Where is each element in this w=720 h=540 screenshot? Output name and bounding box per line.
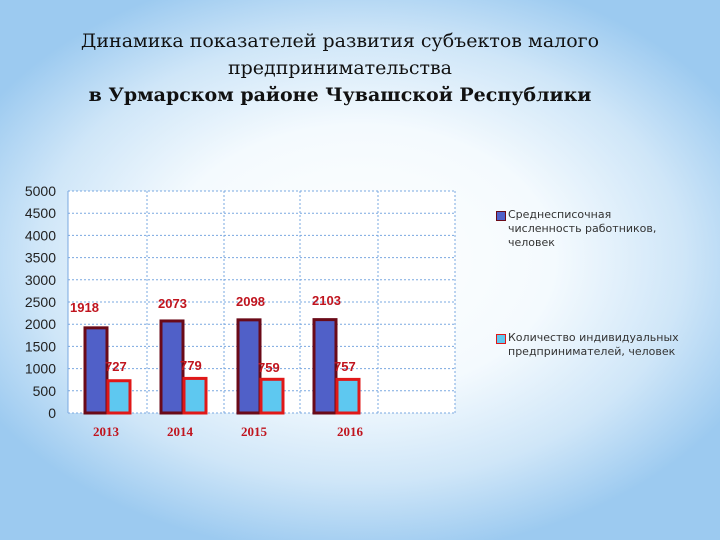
bar-workers (83, 326, 109, 415)
y-tick-label: 3000 (25, 272, 56, 288)
data-label-workers: 2098 (236, 294, 265, 309)
bar-workers (159, 319, 185, 415)
y-tick-label: 5000 (25, 183, 56, 199)
y-tick-label: 4500 (25, 205, 56, 221)
bar-entrepreneurs (182, 376, 208, 415)
bar-workers (236, 318, 262, 415)
title-line-2: предпринимательства (227, 57, 453, 79)
legend-swatch-entrepreneurs (496, 334, 506, 344)
data-label-workers: 2073 (158, 296, 187, 311)
data-label-workers: 2103 (312, 293, 341, 308)
legend-item-workers: Среднесписочная численность работников, … (496, 208, 688, 250)
y-tick-label: 1500 (25, 338, 56, 354)
legend-item-entrepreneurs: Количество индивидуальных предпринимател… (496, 331, 688, 359)
y-tick-label: 2000 (25, 316, 56, 332)
bar-entrepreneurs (106, 379, 132, 415)
data-label-entrepreneurs: 757 (334, 359, 356, 374)
bar-entrepreneurs (259, 377, 285, 415)
y-tick-label: 2500 (25, 294, 56, 310)
legend-swatch-workers (496, 211, 506, 221)
x-tick-label: 2016 (337, 424, 364, 439)
bar-workers (312, 318, 338, 415)
y-tick-label: 0 (48, 405, 56, 421)
data-label-workers: 1918 (70, 300, 99, 315)
y-tick-label: 3500 (25, 250, 56, 266)
title-line-3: в Урмарском районе Чувашской Республики (88, 84, 592, 106)
legend-label-entrepreneurs: Количество индивидуальных предпринимател… (508, 331, 679, 358)
x-tick-label: 2015 (241, 424, 268, 439)
y-tick-label: 4000 (25, 227, 56, 243)
x-tick-label: 2014 (167, 424, 194, 439)
title-line-1: Динамика показателей развития субъектов … (80, 30, 600, 52)
y-tick-label: 500 (33, 383, 57, 399)
y-tick-label: 1000 (25, 361, 56, 377)
data-label-entrepreneurs: 779 (180, 358, 202, 373)
page-title: Динамика показателей развития субъектов … (20, 28, 660, 109)
bar-entrepreneurs (335, 377, 361, 415)
data-label-entrepreneurs: 727 (105, 359, 127, 374)
legend-label-workers: Среднесписочная численность работников, … (508, 208, 657, 249)
data-label-entrepreneurs: 759 (258, 360, 280, 375)
x-tick-label: 2013 (93, 424, 120, 439)
